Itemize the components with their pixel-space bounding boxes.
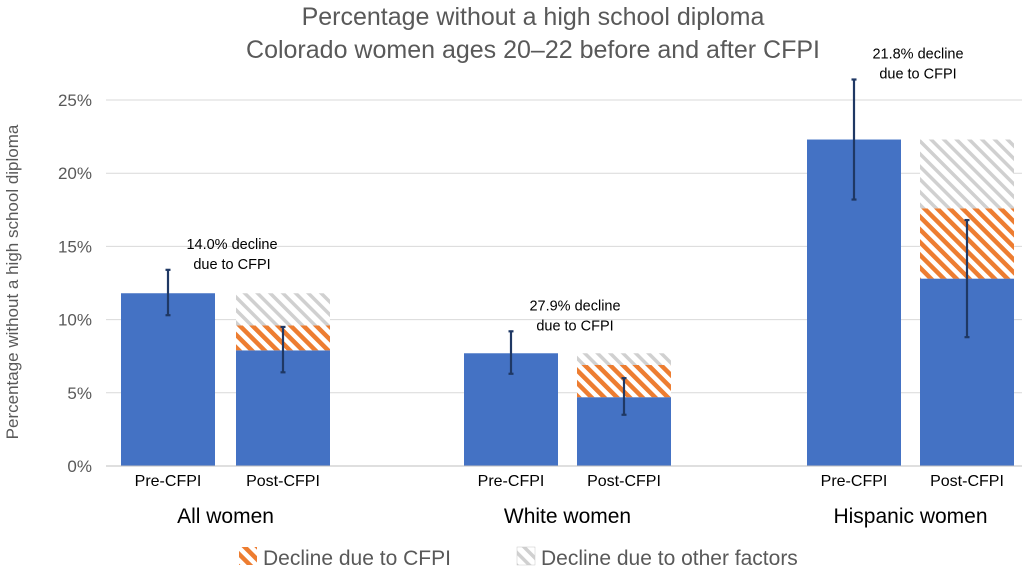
chart-title: Percentage without a high school diploma <box>302 3 765 31</box>
chart-subtitle: Colorado women ages 20–22 before and aft… <box>246 36 820 64</box>
x-tick-label: Post-CFPI <box>930 473 1004 490</box>
y-tick-label: 15% <box>58 237 92 256</box>
x-tick-label: Pre-CFPI <box>821 473 888 490</box>
x-tick-label: Pre-CFPI <box>135 473 202 490</box>
y-tick-labels: 0% 5% 10% 15% 20% 25% <box>58 91 92 476</box>
x-tick-label: Post-CFPI <box>246 473 320 490</box>
x-labels: Pre-CFPI Post-CFPI All women Pre-CFPI Post-C… <box>135 473 1004 528</box>
annotation-line-1: 14.0% decline <box>186 237 277 253</box>
annotations: 14.0% decline due to CFPI 27.9% decline due… <box>186 47 963 335</box>
bar-segment-other <box>577 353 671 365</box>
annotation-line-2: due to CFPI <box>879 67 956 83</box>
legend-swatch-cfpi <box>239 547 257 565</box>
legend-label-other: Decline due to other factors <box>541 547 798 568</box>
x-tick-label: Post-CFPI <box>587 473 661 490</box>
y-tick-label: 20% <box>58 164 92 183</box>
bar-segment-other <box>920 139 1014 209</box>
y-tick-label: 25% <box>58 91 92 110</box>
x-tick-label: Pre-CFPI <box>478 473 545 490</box>
y-axis-label: Percentage without a high school diploma <box>3 124 22 439</box>
group-label: Hispanic women <box>833 505 987 528</box>
group-label: All women <box>177 505 274 528</box>
annotation-line-1: 21.8% decline <box>872 47 963 63</box>
bar-pre-cfpi <box>121 293 215 466</box>
legend-swatch-other <box>516 546 536 566</box>
legend-label-cfpi: Decline due to CFPI <box>263 547 451 568</box>
y-tick-label: 5% <box>67 384 92 403</box>
annotation-line-2: due to CFPI <box>193 257 270 273</box>
error-bars <box>165 78 970 416</box>
bar-segment-other <box>236 293 330 326</box>
annotation-line-2: due to CFPI <box>536 318 613 334</box>
annotation-line-1: 27.9% decline <box>529 298 620 314</box>
group-label: White women <box>504 505 631 528</box>
y-tick-label: 0% <box>67 457 92 476</box>
y-tick-label: 10% <box>58 311 92 330</box>
legend: Decline due to CFPI Decline due to other… <box>239 546 798 568</box>
